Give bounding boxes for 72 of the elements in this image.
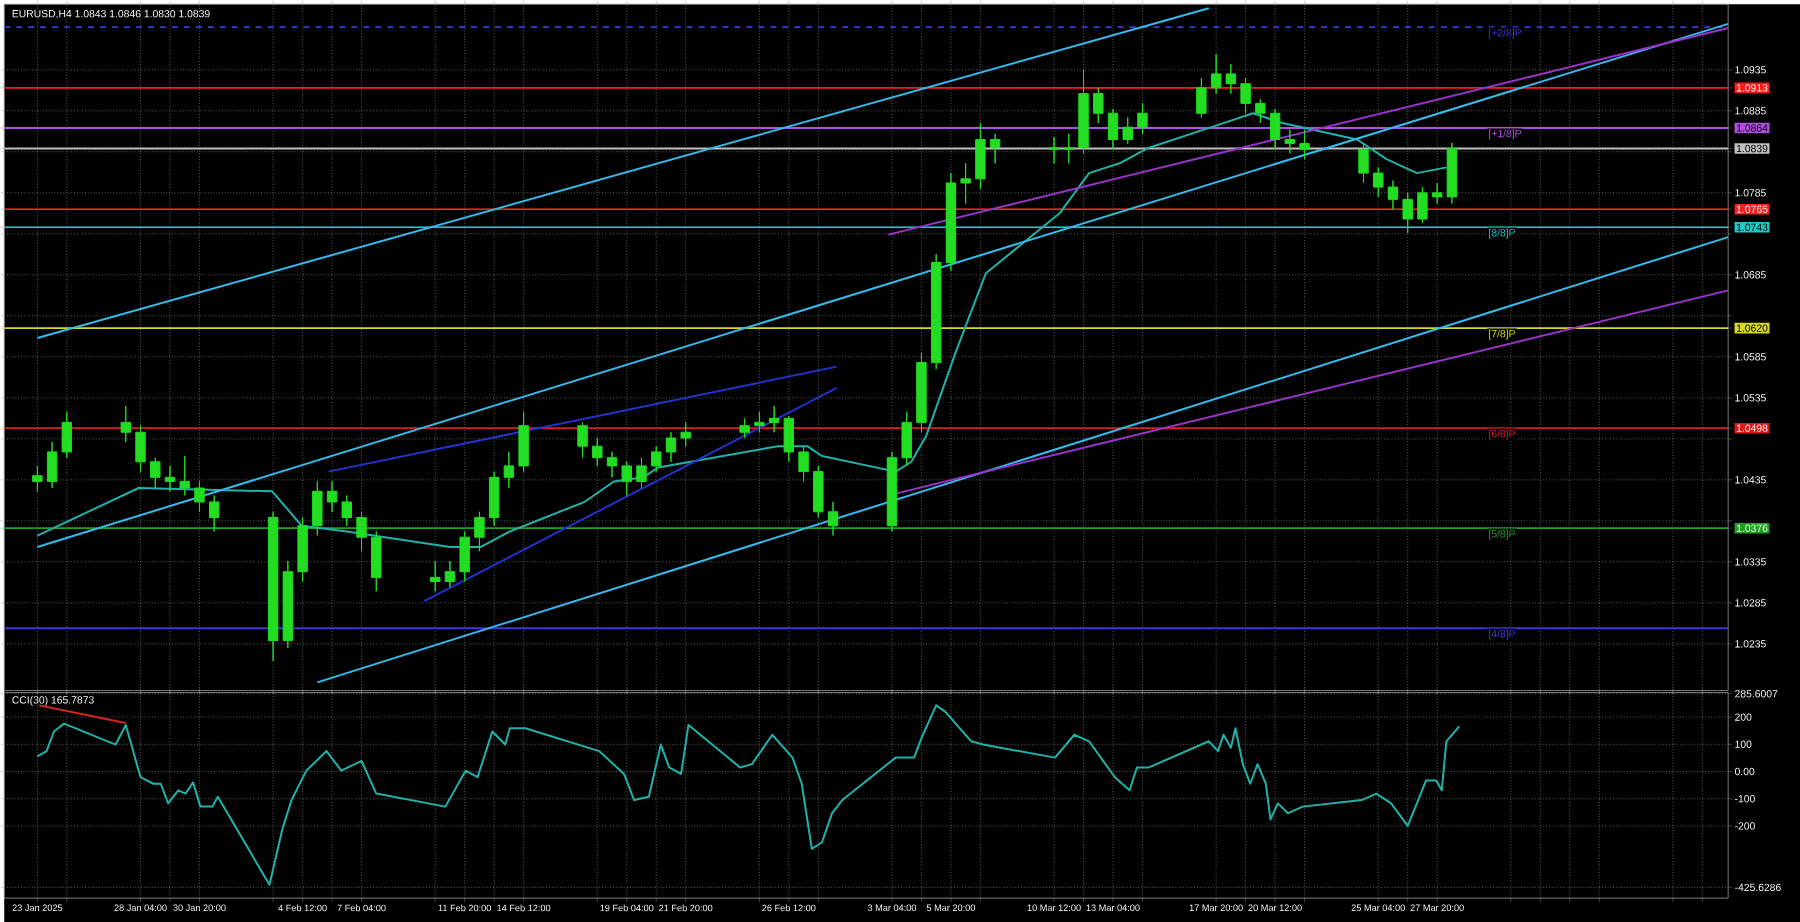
candlestick — [798, 445, 809, 482]
candlestick — [297, 517, 308, 582]
candlestick — [194, 480, 205, 513]
candlestick — [592, 437, 603, 467]
candlestick — [1063, 133, 1075, 164]
candlestick — [1431, 182, 1443, 204]
candlestick — [371, 530, 382, 592]
candlestick — [32, 465, 43, 492]
candlestick — [444, 560, 456, 588]
candlestick — [665, 431, 677, 463]
candlestick — [1269, 108, 1281, 150]
candlestick — [945, 172, 957, 272]
candlestick — [46, 441, 58, 489]
candlestick — [1387, 180, 1399, 210]
candlestick — [1358, 143, 1369, 184]
candlestick — [1122, 116, 1133, 145]
candlestick — [1402, 192, 1413, 234]
candlestick — [518, 411, 529, 473]
candlestick — [636, 457, 647, 489]
candlestick — [1048, 136, 1060, 164]
candlestick — [488, 471, 500, 527]
candlestick — [282, 560, 294, 649]
candlestick — [930, 253, 942, 370]
candlestick — [739, 417, 750, 439]
candlestick — [1078, 69, 1089, 154]
candlestick — [503, 451, 515, 489]
candlestick — [621, 461, 632, 496]
candlestick — [164, 465, 176, 492]
candlestick — [1299, 129, 1310, 160]
candlestick — [150, 457, 161, 489]
candlestick — [312, 480, 323, 537]
line-series — [36, 704, 1461, 886]
candlestick — [326, 480, 338, 513]
candlestick — [1446, 142, 1458, 204]
candlestick — [341, 494, 353, 527]
candlestick — [960, 162, 971, 204]
candlestick — [429, 560, 441, 592]
candlestick — [120, 405, 131, 443]
candlestick — [61, 411, 73, 459]
candlestick — [459, 530, 470, 582]
candlestick — [1093, 87, 1104, 124]
candlestick — [1196, 77, 1207, 118]
candlestick — [1373, 166, 1384, 198]
candlestick — [989, 133, 1001, 164]
candlestick — [208, 494, 220, 532]
candlestick — [1417, 186, 1428, 224]
candlestick — [1255, 98, 1266, 124]
candlestick — [474, 511, 485, 552]
candlestick — [827, 501, 839, 537]
candlestick — [651, 445, 662, 473]
candlestick — [1284, 129, 1296, 154]
candlestick — [813, 465, 824, 519]
candlestick — [886, 451, 898, 532]
line-series — [36, 112, 1448, 549]
candlestick — [606, 451, 618, 478]
candlestick — [1210, 53, 1222, 95]
candlestick — [1137, 102, 1148, 135]
candlestick — [975, 122, 986, 190]
candlestick — [783, 415, 795, 463]
candlestick — [577, 421, 588, 459]
candlestick — [267, 511, 279, 662]
candlestick — [754, 411, 765, 433]
candlestick — [179, 455, 190, 496]
candlestick — [1240, 77, 1251, 114]
candlestick — [135, 425, 146, 473]
candlestick — [768, 405, 780, 433]
candlestick — [1225, 63, 1237, 95]
candlestick — [1107, 108, 1119, 150]
candlestick — [916, 352, 927, 433]
candlestick — [680, 421, 691, 447]
candlestick — [356, 511, 367, 552]
candlestick — [901, 411, 912, 467]
